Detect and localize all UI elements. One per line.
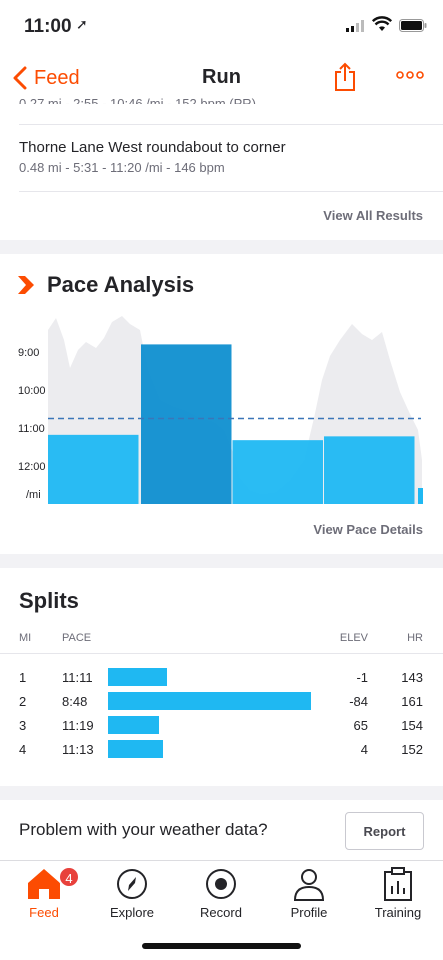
tab-profile[interactable]: Profile [265,861,353,925]
home-indicator [142,943,301,949]
split-heart-rate: 154 [401,718,423,733]
split-heart-rate: 161 [401,694,423,709]
split-elevation: 65 [353,718,368,733]
back-label: Feed [34,66,80,89]
split-row: 4 11:13 4 152 [0,738,443,762]
strava-chevron-icon [18,276,34,294]
pace-bars [48,344,415,504]
page-title: Run [202,66,241,88]
cellular-signal-icon [346,20,364,32]
split-mile: 2 [19,694,27,709]
splits-col-elev: ELEV [339,632,368,644]
divider [19,191,443,192]
split-heart-rate: 152 [401,742,423,757]
y-tick-label: 9:00 [18,347,40,359]
view-pace-details-link[interactable]: View Pace Details [313,522,423,537]
pace-chart[interactable]: 9:00 10:00 11:00 12:00 /mi [0,310,443,510]
split-pace-bar [108,692,311,710]
y-axis-unit: /mi [26,489,41,501]
current-pace-marker [418,488,423,504]
chevron-left-icon [13,66,27,90]
split-pace: 11:19 [62,718,94,733]
segment-name: Thorne Lane West roundabout to corner [19,139,286,156]
split-mile: 4 [19,742,27,757]
section-gap [0,240,443,254]
pace-analysis-title: Pace Analysis [47,272,195,297]
split-elevation: -1 [356,670,368,685]
split-mile: 1 [19,670,27,685]
split-row: 1 11:11 -1 143 [0,666,443,690]
pace-bar-mile-1 [48,434,139,504]
split-elevation: -84 [349,694,368,709]
share-icon[interactable] [334,62,356,92]
splits-col-mi: MI [19,632,32,644]
divider [19,124,443,125]
splits-title: Splits [19,588,79,613]
tab-label: Record [200,905,242,920]
split-pace-bar [108,668,167,686]
split-pace: 11:13 [62,742,94,757]
pace-bar-mile-3 [232,440,323,504]
divider [0,653,443,654]
view-all-results-link[interactable]: View All Results [323,208,423,223]
section-gap [0,786,443,800]
pace-analysis-header: Pace Analysis [18,272,194,298]
segment-partial-stats: 0.27 mi - 2:55 - 10:46 /mi - 152 bpm (PR… [19,96,256,104]
split-row: 3 11:19 65 154 [0,714,443,738]
profile-icon [293,869,325,901]
more-options-icon[interactable] [396,70,424,80]
split-heart-rate: 143 [401,670,423,685]
home-icon [28,869,60,899]
compass-icon [117,869,147,899]
split-pace: 11:11 [62,670,93,685]
pace-chart-svg [48,316,423,504]
tab-label: Feed [29,905,59,920]
splits-col-hr: HR [407,632,423,644]
split-row: 2 8:48 -84 161 [0,690,443,714]
y-tick-label: 11:00 [18,423,45,435]
split-pace-bar [108,740,163,758]
segment-stats: 0.48 mi - 5:31 - 11:20 /mi - 146 bpm [19,160,225,175]
y-tick-label: 10:00 [18,385,46,397]
tab-feed[interactable]: 4 Feed [0,861,88,925]
training-icon [384,867,412,901]
tab-label: Explore [109,905,155,920]
report-button[interactable]: Report [345,812,424,850]
split-elevation: 4 [360,742,368,757]
tab-record[interactable]: Record [177,861,265,925]
tab-label: Training [374,905,422,920]
status-bar: 11:00 ➚ [0,0,443,56]
record-icon [206,869,236,899]
section-gap [0,554,443,568]
notification-badge: 4 [58,866,80,888]
nav-bar: Feed Run [0,56,443,100]
back-button[interactable]: Feed [10,66,80,90]
split-mile: 3 [19,718,27,733]
status-time: 11:00 [24,16,72,37]
battery-icon [399,19,427,32]
y-tick-label: 12:00 [18,461,46,473]
tab-label: Profile [290,905,328,920]
wifi-icon [372,16,392,31]
pace-bar-mile-4 [324,436,415,504]
splits-col-pace: PACE [62,632,92,644]
tab-explore[interactable]: Explore [88,861,176,925]
split-pace-bar [108,716,159,734]
location-icon: ➚ [76,16,88,32]
weather-problem-prompt: Problem with your weather data? [19,820,268,839]
split-pace: 8:48 [62,694,88,709]
pace-bar-mile-2 [141,344,232,504]
tab-training[interactable]: Training [354,861,442,925]
